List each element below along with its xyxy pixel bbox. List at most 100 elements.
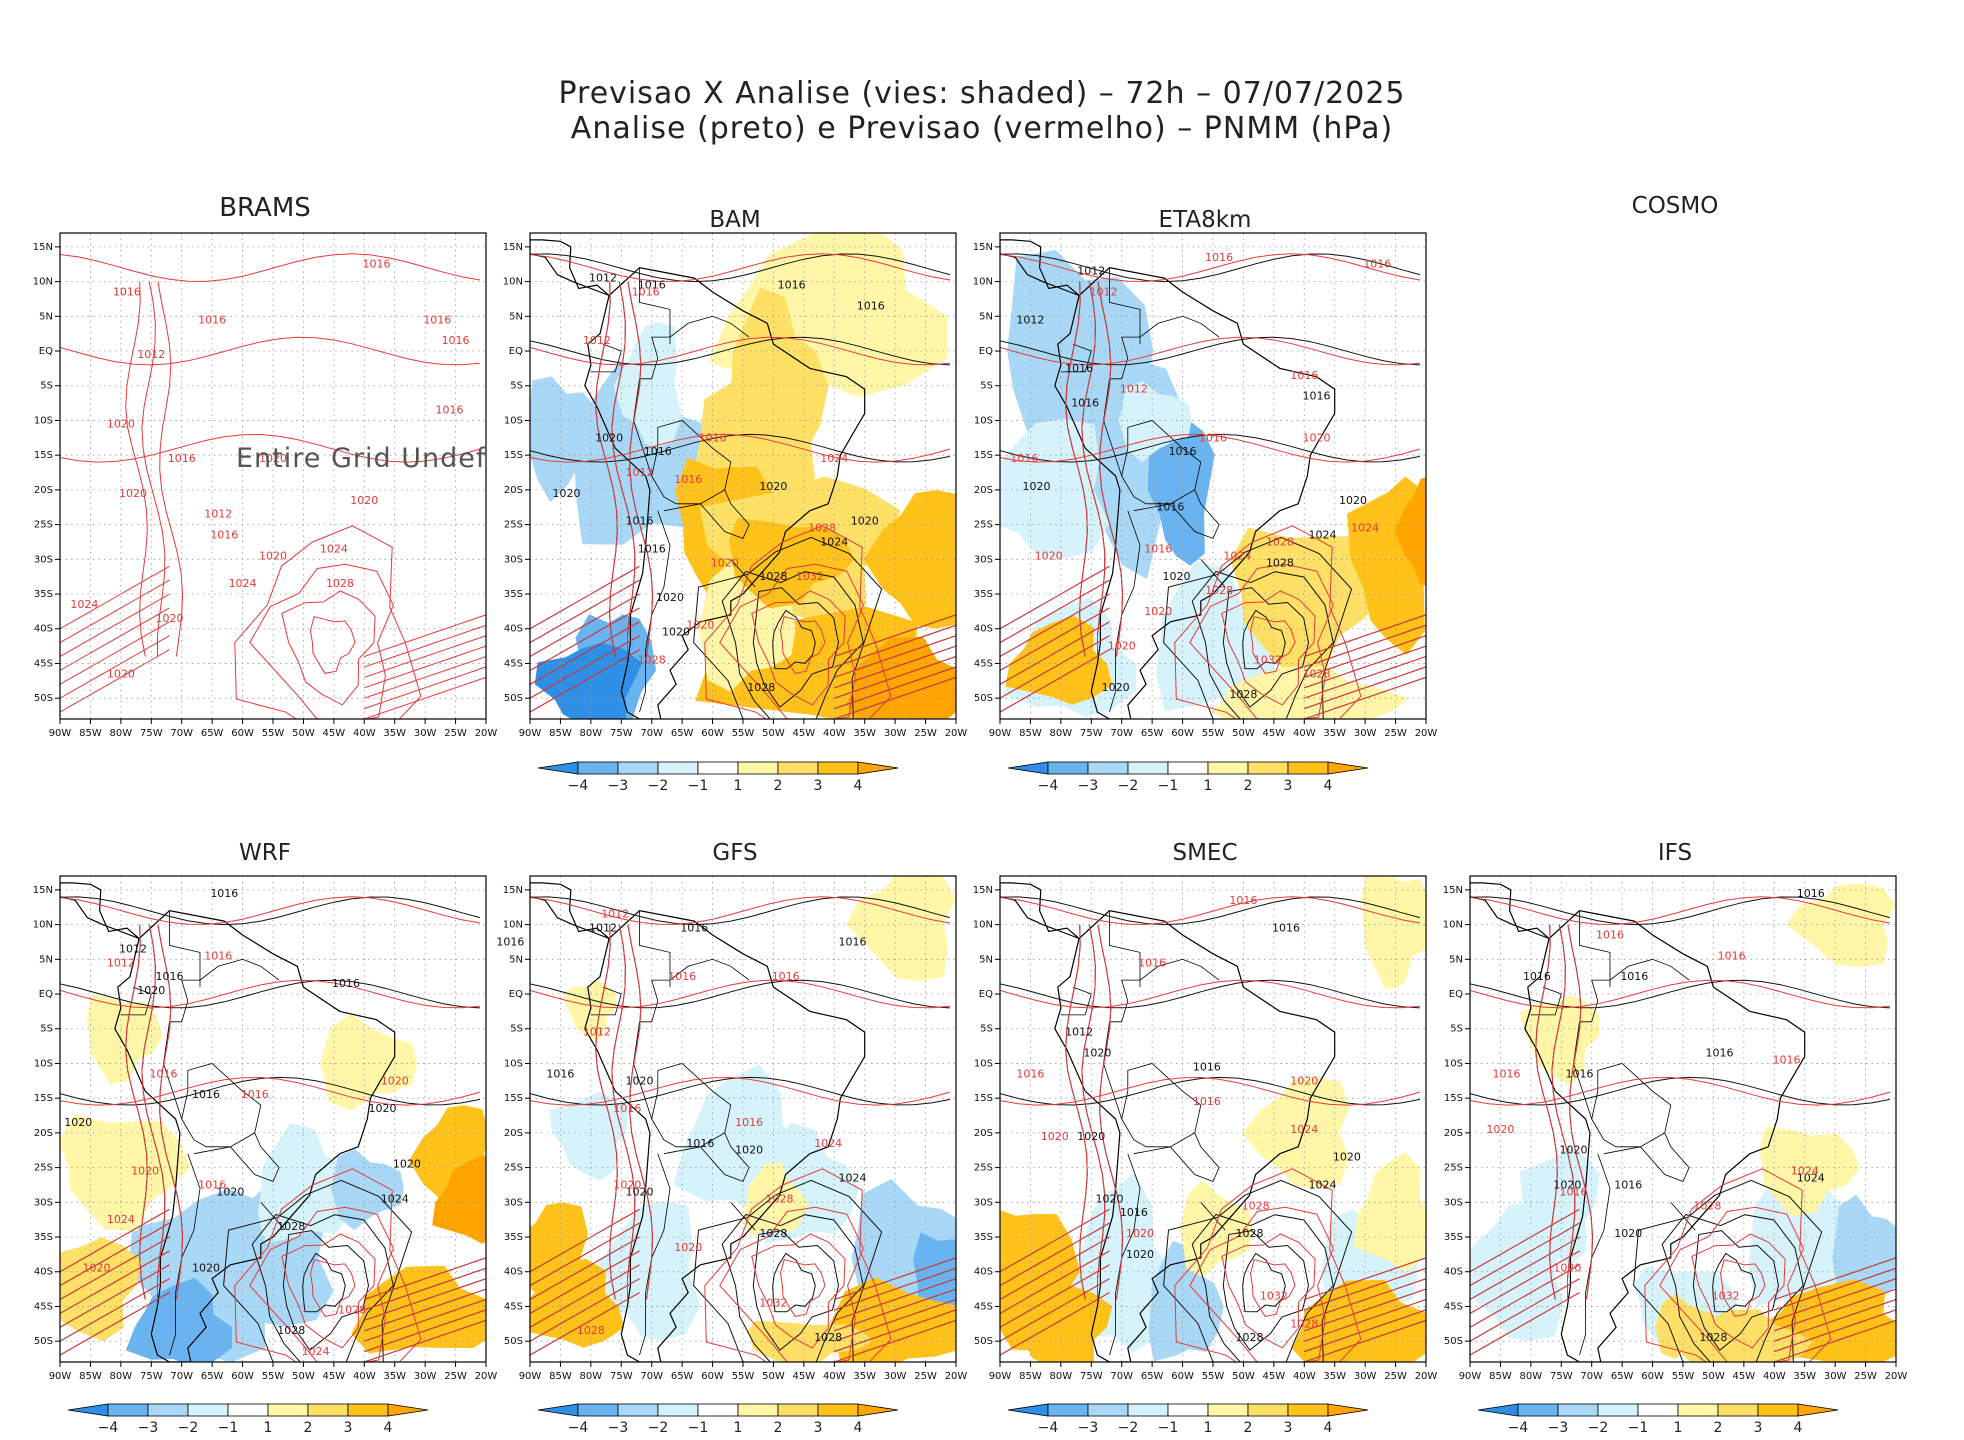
bias-area [530,376,601,503]
colorbar-segment [1087,1403,1129,1417]
forecast-contour-label: 1032 [1260,1290,1288,1303]
forecast-contour-label: 1012 [204,508,232,521]
x-tick-label: 65W [1611,1371,1634,1382]
y-tick-label: 10N [33,277,53,288]
panel-title-smec: SMEC [1172,840,1238,866]
forecast-contour-label: 1016 [632,285,660,298]
colorbar-tick-label: 1 [734,1420,743,1436]
analysis-contour-label: 1024 [381,1192,409,1205]
forecast-contour-label: 1016 [1205,251,1233,264]
y-tick-label: 25S [504,1163,523,1174]
y-tick-label: 50S [34,693,53,704]
forecast-contour-label: 1020 [613,1178,641,1191]
panel-title-brams: BRAMS [219,193,311,223]
x-tick-label: 75W [1550,1371,1573,1382]
country-border [730,559,756,588]
analysis-contour-label: 1020 [735,1144,763,1157]
colorbar-tick-label: 3 [1754,1420,1763,1436]
x-tick-label: 45W [1263,728,1286,739]
forecast-contour-label: 1016 [668,970,696,983]
analysis-contour-label: 1028 [814,1331,842,1344]
country-border [1103,958,1220,1120]
country-border [1060,343,1092,373]
y-tick-label: EQ [509,989,523,1000]
analysis-contour-label: 1012 [1065,1026,1093,1039]
y-tick-label: 15N [503,885,523,896]
colorbar-segment [1207,761,1249,775]
bias-area [1147,420,1215,566]
y-tick-label: 10S [34,415,53,426]
analysis-contour-label: 1024 [1797,1171,1825,1184]
forecast-contour-label: 1028 [1242,1199,1270,1212]
y-tick-label: 35S [1444,1232,1463,1243]
x-tick-label: 70W [640,728,663,739]
colorbar-segment [817,761,859,775]
forecast-contour-label: 1016 [1199,431,1227,444]
forecast-contour-label: 1020 [1126,1227,1154,1240]
y-tick-label: EQ [39,346,53,357]
colorbar-segment [1167,761,1209,775]
analysis-contour-label: 1024 [1309,528,1337,541]
map-wrf: 1016101610121016102010161016102010201020… [33,875,524,1382]
y-tick-label: 10S [504,1058,523,1069]
y-tick-label: 5S [510,1024,523,1035]
y-tick-label: 15N [1443,885,1463,896]
forecast-contour-label: 1020 [1486,1123,1514,1136]
x-tick-label: 50W [1702,1371,1725,1382]
panel-smec: SMEC 1016 1012 1020 1016 1020 1020 1024 1020 101… [970,840,1440,1440]
analysis-contour-label: 1016 [156,970,184,983]
analysis-contour-label: 1020 [851,515,879,528]
forecast-contour-label: 1020 [350,494,378,507]
forecast-contour-label: 1016 [168,452,196,465]
colorbar-tick-label: 3 [1284,778,1293,794]
colorbar-segment [657,1403,699,1417]
analysis-contour-label: 1016 [1706,1047,1734,1060]
colorbar-tick-label: −3 [138,1420,159,1436]
colorbar-tick-label: −4 [1038,1420,1059,1436]
x-tick-label: 50W [1232,1371,1255,1382]
panel-title-eta8km: ETA8km [1158,207,1252,233]
x-tick-label: 60W [1171,728,1194,739]
colorbar-segment [1557,1403,1599,1417]
panel-gfs: GFS 1016 1016 1012 1016 1020 1016 1020 1020 1024… [500,840,970,1440]
forecast-contour-label: 1028 [1302,667,1330,680]
analysis-contour-label: 1028 [759,570,787,583]
x-tick-label: 35W [1323,728,1346,739]
colorbar-tick-label: 1 [264,1420,273,1436]
forecast-contour-label: 1020 [1035,549,1063,562]
y-tick-label: 5S [1450,1024,1463,1035]
analysis-contour-label: 1028 [759,1227,787,1240]
analysis-contour-label: 1028 [747,681,775,694]
bias-area [845,636,956,719]
x-tick-label: 40W [1293,1371,1316,1382]
forecast-contour-label: 1016 [204,949,232,962]
y-tick-label: 40S [34,624,53,635]
colorbar-segment [657,761,699,775]
y-tick-label: EQ [979,346,993,357]
analysis-contour-label: 1020 [626,1074,654,1087]
x-tick-label: 70W [1110,728,1133,739]
y-tick-label: 25S [1444,1163,1463,1174]
bias-area [1118,381,1192,463]
forecast-contour-label: 1032 [759,1296,787,1309]
colorbar-segment [1597,1403,1639,1417]
map-brams: 1016 1016 1016 1016 1016 1012 1020 1016 1020 1016… [33,232,497,739]
x-tick-label: 45W [793,1371,816,1382]
colorbar-segment [1207,1403,1249,1417]
x-tick-label: 80W [580,1371,603,1382]
bias-area [319,1013,417,1111]
colorbar-tick-label: −1 [1158,1420,1179,1436]
colorbar-tick-label: 1 [1204,1420,1213,1436]
colorbar-segment [1247,1403,1289,1417]
analysis-contour-label: 1020 [626,1185,654,1198]
bias-area [1156,560,1282,712]
colorbar-tick-label: −4 [568,1420,589,1436]
country-border [1109,910,1141,988]
analysis-contour-label: 1020 [1023,480,1051,493]
bias-area [432,1154,486,1244]
y-tick-label: 45S [34,1301,53,1312]
x-tick-label: 80W [1050,1371,1073,1382]
analysis-contour-label: 1020 [553,487,581,500]
forecast-contour-label: 1028 [1266,535,1294,548]
colorbar-tick-label: 3 [1284,1420,1293,1436]
